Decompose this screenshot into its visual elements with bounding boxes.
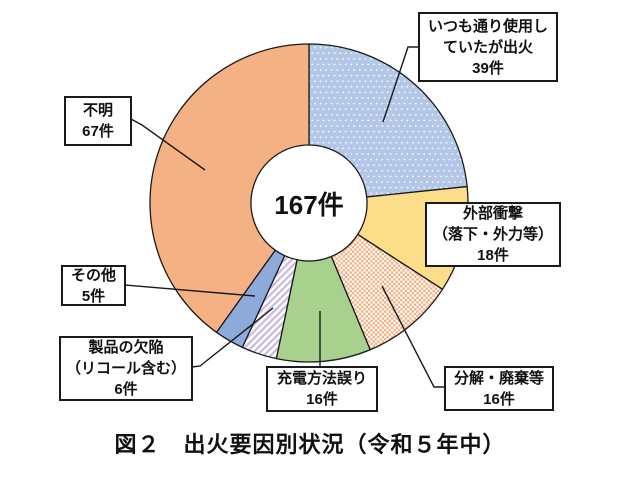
callout-label-line: ていたが出火 xyxy=(442,38,533,56)
callout-value: 16件 xyxy=(483,390,515,408)
donut-segment-0 xyxy=(308,43,468,198)
callout-label-line: 外部衝撃 xyxy=(462,205,523,222)
callout-label-line: （落下・外力等） xyxy=(432,226,553,243)
leader-line-segment-6 xyxy=(130,118,206,171)
callout-label-line: 分解・廃棄等 xyxy=(453,369,544,387)
leader-line-segment-4 xyxy=(191,307,274,368)
callout-value: 16件 xyxy=(306,391,338,408)
callout-value: 67件 xyxy=(82,123,114,140)
donut-center-total: 167件 xyxy=(274,190,344,220)
callout-label-line: その他 xyxy=(70,266,116,284)
callout-other: その他 5件 xyxy=(61,265,126,306)
callout-label-line: 充電方法誤り xyxy=(276,370,367,387)
callout-wrong-charging: 充電方法誤り 16件 xyxy=(266,366,378,412)
callout-unknown: 不明 67件 xyxy=(64,96,132,146)
callout-label-line: 製品の欠陥 xyxy=(88,339,164,356)
callout-product-defect: 製品の欠陥 （リコール含む） 6件 xyxy=(59,336,193,401)
leader-line-segment-0 xyxy=(382,46,418,123)
callout-value: 6件 xyxy=(114,381,138,398)
callout-value: 18件 xyxy=(477,247,509,264)
leader-line-segment-2 xyxy=(381,285,444,388)
callout-label-line: 不明 xyxy=(82,102,113,119)
callout-disassembly-disposal: 分解・廃棄等 16件 xyxy=(444,366,554,411)
callout-value: 39件 xyxy=(472,59,504,77)
callout-label-line: いつも通り使用し xyxy=(427,17,548,35)
callout-external-impact: 外部衝撃 （落下・外力等） 18件 xyxy=(425,202,561,267)
callout-value: 5件 xyxy=(81,287,106,305)
leader-line-segment-5 xyxy=(124,284,256,297)
donut-segment-6 xyxy=(149,43,310,333)
figure-caption: 図２ 出火要因別状況（令和５年中） xyxy=(114,432,506,457)
callout-usual-use: いつも通り使用し ていたが出火 39件 xyxy=(418,12,558,82)
callout-label-line: （リコール含む） xyxy=(65,360,186,377)
